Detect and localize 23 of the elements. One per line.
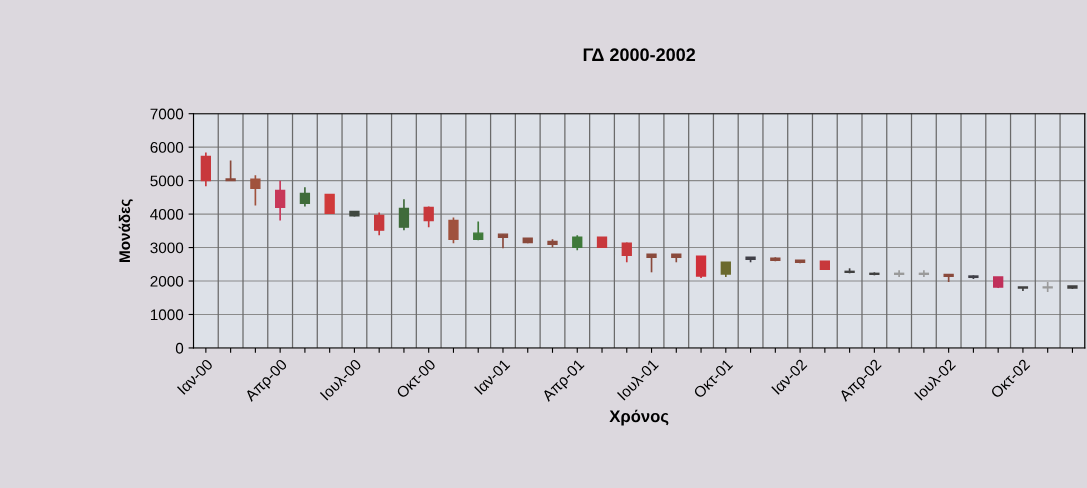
candlestick [374,211,385,237]
candlestick [646,253,657,274]
y-tick-label: 2000 [150,275,184,287]
candlestick [448,216,459,245]
chart-title: ΓΔ 2000-2002 [583,48,696,62]
candlestick [274,179,286,222]
candlestick [695,255,707,279]
y-tick-label: 6000 [150,142,184,153]
candlestick [1042,281,1053,293]
candlestick [398,198,410,231]
candlestick [225,159,236,182]
candlestick [324,193,335,215]
candlestick [250,174,261,207]
candlestick [423,205,434,228]
y-tick-label: 4000 [150,208,184,220]
y-tick-label: 3000 [150,242,184,254]
y-axis-title: Μονάδες [118,199,133,262]
y-tick-label: 5000 [150,175,184,187]
y-tick-label: 0 [175,342,184,354]
y-tick-label: 1000 [150,309,184,321]
y-tick-label: 7000 [150,108,184,120]
candlestick [299,186,311,208]
x-axis-title: Χρόνος [609,409,669,426]
